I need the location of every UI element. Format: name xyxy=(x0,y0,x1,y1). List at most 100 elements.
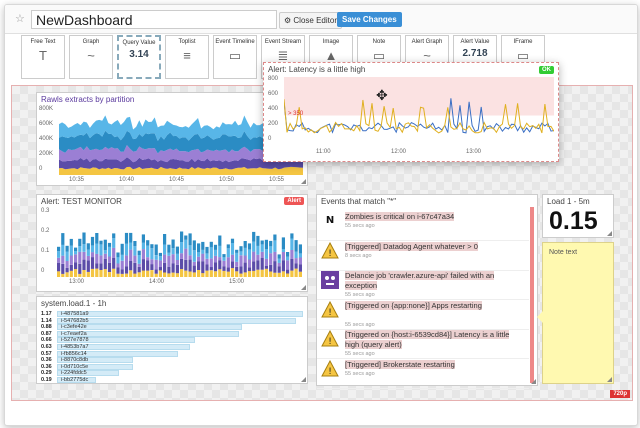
bar-segment xyxy=(124,273,129,277)
bar-segment xyxy=(192,265,196,273)
resize-handle[interactable] xyxy=(607,231,612,236)
event-title[interactable]: Delancie job 'crawler.azure-api' failed … xyxy=(345,271,525,291)
palette-tile-label: IFrame xyxy=(513,39,533,45)
toplist-value: 0.87 xyxy=(41,330,52,337)
toplist-name: i-4853b7a7 xyxy=(61,344,89,350)
event-stream-widget[interactable]: Events that match "*" N Zombies is critic… xyxy=(316,194,538,389)
toplist-row[interactable]: 0.88 i-c3efe42e xyxy=(41,324,305,331)
toplist-bar xyxy=(57,344,190,350)
toplist-row[interactable]: 0.66 i-527e7878 xyxy=(41,337,305,344)
palette-tile[interactable]: Graph ~ xyxy=(69,35,113,79)
gear-icon: ⚙ xyxy=(284,16,292,25)
event-item[interactable]: Delancie job 'crawler.azure-api' failed … xyxy=(317,268,529,300)
toplist-value: 0.66 xyxy=(41,337,52,344)
bar-segment xyxy=(243,241,247,248)
bar-segment xyxy=(277,266,281,273)
toplist-row[interactable]: 0.87 i-c7eaef2a xyxy=(41,330,305,338)
latency-alert-widget[interactable]: Alert: Latency is a little high OK > 350… xyxy=(263,62,559,162)
bar-segment xyxy=(158,260,162,268)
widget-title: Load 1 - 5m xyxy=(547,197,590,206)
note-pointer xyxy=(537,311,543,323)
bar-segment xyxy=(69,238,73,246)
toplist-row[interactable]: 0.29 i-224fddc5 xyxy=(41,370,305,377)
bar-segment xyxy=(99,244,103,256)
dashboard-grid: Rawls extracts by partition ⚑ 800K600K40… xyxy=(11,85,633,401)
palette-tile[interactable]: Event Timeline ▭ xyxy=(213,35,257,79)
bar-segment xyxy=(252,270,256,277)
bar-segment xyxy=(209,247,213,259)
toplist-value: 0.29 xyxy=(41,370,52,377)
rawls-graph-widget[interactable]: Rawls extracts by partition ⚑ 800K600K40… xyxy=(36,92,308,186)
palette-tile[interactable]: Toplist ≡ xyxy=(165,35,209,79)
event-title[interactable]: [Triggered] Datadog Agent whatever > 0 xyxy=(345,241,525,252)
toplist-widget[interactable]: system.load.1 - 1h 1.17 i-487581a9 1.14 i-5… xyxy=(36,296,308,384)
toplist-value: 0.36 xyxy=(41,363,52,370)
event-stream-scrollbar[interactable] xyxy=(530,207,534,383)
palette-tile-label: Graph xyxy=(82,39,100,45)
bar-segment xyxy=(175,264,179,274)
palette-tile-glyph: 2.718 xyxy=(462,48,488,59)
save-changes-button[interactable]: Save Changes xyxy=(337,12,402,27)
bar-segment xyxy=(150,248,154,260)
dashboard-title-input[interactable]: NewDashboard xyxy=(31,10,277,29)
resize-handle[interactable] xyxy=(531,379,536,384)
bar-segment xyxy=(226,244,230,249)
palette-tile[interactable]: Free Text T xyxy=(21,35,65,79)
event-item[interactable]: ! [Triggered on {app:none}] Apps restarti… xyxy=(317,298,529,330)
palette-tile[interactable]: Query Value 3.14 xyxy=(117,35,161,79)
toplist-row[interactable]: 0.36 i-8870c8db xyxy=(41,357,305,364)
toplist-name: i-547682b5 xyxy=(61,317,89,324)
toplist-row[interactable]: 1.17 i-487581a9 xyxy=(41,311,305,318)
event-item[interactable]: ! [Triggered on {host:i-6539cd84}] Latenc… xyxy=(317,327,529,359)
area-series xyxy=(59,145,303,163)
bar-segment xyxy=(192,272,196,277)
event-item[interactable]: N Zombies is critical on i-67c47a34 55 sec… xyxy=(317,209,529,241)
axis-tick-label: 0 xyxy=(41,268,45,274)
bar-segment xyxy=(260,244,264,252)
toplist-row[interactable]: 0.19 i-bb2775dc xyxy=(41,377,305,384)
event-title[interactable]: [Triggered on {host:i-6539cd84}] Latency… xyxy=(345,330,525,350)
bar-segment xyxy=(218,269,222,277)
bar-segment xyxy=(201,261,205,274)
bar-segment xyxy=(65,267,69,273)
event-title[interactable]: [Triggered] Brokerstate restarting xyxy=(345,359,525,370)
event-item[interactable]: ! [Triggered] Brokerstate restarting 55 se… xyxy=(317,357,529,389)
bar-segment xyxy=(154,269,158,274)
bar-segment xyxy=(264,249,268,259)
star-icon[interactable]: ☆ xyxy=(15,13,25,25)
event-time: 55 secs ago xyxy=(345,351,375,357)
bar-segment xyxy=(57,246,61,252)
bar-segment xyxy=(150,259,154,265)
bar-segment xyxy=(103,250,107,254)
bar-segment xyxy=(82,259,86,270)
resize-handle[interactable] xyxy=(301,285,306,290)
close-editor-button[interactable]: ⚙ Close Editor xyxy=(279,12,342,29)
toplist-row[interactable]: 1.14 i-547682b5 xyxy=(41,317,305,325)
bar-segment xyxy=(112,238,116,248)
resize-handle[interactable] xyxy=(301,179,306,184)
bar-segment xyxy=(65,272,69,277)
load-value-widget[interactable]: Load 1 - 5m 0.15 xyxy=(542,194,614,238)
bar-segment xyxy=(184,235,188,240)
bar-segment xyxy=(290,238,294,250)
bar-segment xyxy=(247,243,252,250)
warning-icon: ! xyxy=(321,241,339,260)
bar-segment xyxy=(192,240,196,251)
bar-segment xyxy=(281,271,285,277)
bar-segment xyxy=(57,257,61,263)
test-monitor-widget[interactable]: Alert: TEST MONITOR Alert 0.3 0.2 0.1 0 13:0… xyxy=(36,194,308,292)
axis-tick-label: 400 xyxy=(268,106,279,112)
toplist-row[interactable]: 0.36 i-0d710c5e xyxy=(41,363,305,371)
resize-handle[interactable] xyxy=(301,377,306,382)
bar-segment xyxy=(188,271,192,277)
toplist-row[interactable]: 0.57 i-fb856c14 xyxy=(41,350,305,358)
note-widget[interactable]: Note text xyxy=(537,242,614,384)
bar-segment xyxy=(294,258,298,264)
event-title[interactable]: Zombies is critical on i-67c47a34 xyxy=(345,212,525,222)
toplist-row[interactable]: 0.63 i-4853b7a7 xyxy=(41,344,305,351)
resize-handle[interactable] xyxy=(607,377,612,382)
bar-segment xyxy=(112,247,116,258)
event-title[interactable]: [Triggered on {app:none}] Apps restartin… xyxy=(345,300,525,311)
bar-segment xyxy=(120,260,124,270)
